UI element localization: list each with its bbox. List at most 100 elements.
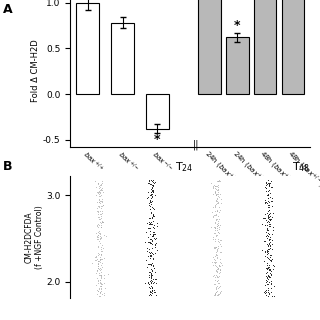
Point xyxy=(265,234,270,239)
Point xyxy=(264,189,269,194)
Point xyxy=(272,264,277,269)
Point xyxy=(146,274,151,279)
Point xyxy=(215,265,220,270)
Point xyxy=(268,185,274,190)
Point xyxy=(99,262,104,268)
Point xyxy=(150,256,156,261)
Point xyxy=(217,267,222,272)
Point xyxy=(217,267,222,272)
Point xyxy=(149,183,154,188)
Point xyxy=(211,191,216,196)
Point xyxy=(151,212,156,217)
Point xyxy=(148,202,153,207)
Point xyxy=(99,196,104,202)
Point xyxy=(97,290,102,295)
Point xyxy=(216,280,221,285)
Point xyxy=(268,254,273,259)
Point xyxy=(147,192,152,197)
Point xyxy=(98,198,103,204)
Point xyxy=(264,210,269,215)
Point xyxy=(150,233,155,238)
Point xyxy=(99,188,104,193)
Point xyxy=(215,278,220,283)
Point xyxy=(96,212,101,217)
Point xyxy=(263,233,268,238)
Point xyxy=(146,261,151,267)
Point xyxy=(99,205,104,211)
Point xyxy=(100,209,105,214)
Point xyxy=(152,269,157,274)
Point xyxy=(217,284,222,289)
Point xyxy=(98,233,103,238)
Point xyxy=(268,222,273,227)
Point xyxy=(266,281,271,286)
Point xyxy=(215,255,220,260)
Point xyxy=(265,234,270,239)
Point xyxy=(214,244,219,249)
Point xyxy=(212,190,218,196)
Point xyxy=(262,222,268,228)
Point xyxy=(211,274,216,279)
Point xyxy=(217,270,222,275)
Point xyxy=(149,215,155,220)
Point xyxy=(99,249,104,254)
Point xyxy=(213,268,219,273)
Point xyxy=(148,279,153,284)
Point xyxy=(148,196,153,201)
Point xyxy=(148,181,153,187)
Point xyxy=(151,288,156,293)
Point xyxy=(145,254,150,259)
Y-axis label: Fold Δ CM-H2D: Fold Δ CM-H2D xyxy=(31,39,40,102)
Point xyxy=(263,289,268,294)
Point xyxy=(267,217,272,222)
Point xyxy=(96,214,101,219)
Point xyxy=(264,248,269,253)
Point xyxy=(144,229,149,234)
Point xyxy=(212,189,218,194)
Point xyxy=(260,247,265,252)
Point xyxy=(268,240,273,245)
Point xyxy=(94,268,100,273)
Point xyxy=(264,262,269,267)
Point xyxy=(212,291,218,296)
Point xyxy=(148,222,153,227)
Point xyxy=(99,220,104,225)
Point xyxy=(149,245,155,250)
Point xyxy=(97,254,102,259)
Point xyxy=(214,192,219,197)
Point xyxy=(150,277,155,282)
Point xyxy=(95,189,100,194)
Point xyxy=(217,292,222,297)
Point xyxy=(146,282,151,287)
Point xyxy=(152,231,157,236)
Point xyxy=(98,224,103,229)
Point xyxy=(213,202,218,207)
Point xyxy=(218,260,223,265)
Point xyxy=(151,183,156,188)
Point xyxy=(96,196,101,201)
Point xyxy=(98,278,103,283)
Point xyxy=(210,184,215,189)
Point xyxy=(267,212,272,217)
Point xyxy=(270,228,276,233)
Point xyxy=(263,183,268,188)
Point xyxy=(95,244,100,249)
Point xyxy=(148,222,154,227)
Point xyxy=(149,241,154,246)
Point xyxy=(146,216,151,221)
Point xyxy=(148,177,154,182)
Point xyxy=(149,284,154,290)
Point xyxy=(98,183,103,188)
Point xyxy=(99,235,104,240)
Point xyxy=(266,219,271,224)
Point xyxy=(217,262,222,267)
Point xyxy=(212,238,217,244)
Point xyxy=(102,285,108,291)
Point xyxy=(214,252,219,257)
Point xyxy=(151,177,156,182)
Point xyxy=(97,289,102,294)
Point xyxy=(267,258,272,263)
Point xyxy=(211,236,216,241)
Point xyxy=(211,204,216,210)
Point xyxy=(148,204,153,209)
